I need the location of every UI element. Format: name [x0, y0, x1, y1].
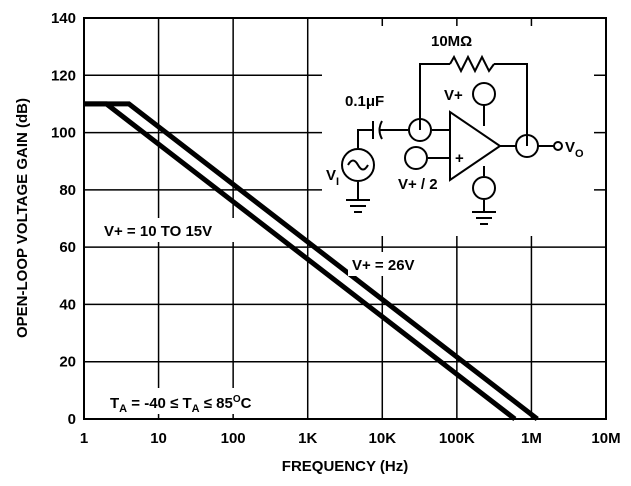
x-tick-label: 100K [439, 430, 475, 447]
plot-frame [83, 17, 607, 420]
x-tick-label: 100 [221, 430, 246, 447]
x-tick-label: 10K [369, 430, 397, 447]
supply-pin [472, 82, 496, 106]
x-tick-label: 1 [80, 430, 88, 447]
op-amp-triangle [449, 110, 502, 182]
signal-source-icon [341, 148, 375, 182]
y-tick-label: 0 [68, 411, 76, 428]
capacitor-label: 0.1μF [345, 93, 384, 110]
y-tick-label: 60 [59, 239, 76, 256]
series-line-2 [84, 101, 539, 421]
annotation-supply-low: V+ = 10 TO 15V [104, 223, 212, 240]
sine-icon [347, 159, 369, 171]
x-tick-label: 1K [298, 430, 317, 447]
test-circuit-inset: - + 10MΩ 0.1μF V+ V+ / 2 VI VO [322, 26, 594, 236]
annotation-bg-high [348, 252, 442, 276]
y-tick-label: 100 [51, 125, 76, 142]
capacitor-icon [372, 120, 383, 140]
x-axis-title: FREQUENCY (Hz) [282, 458, 408, 475]
annotation-supply-high: V+ = 26V [352, 257, 415, 274]
y-tick-label: 140 [51, 10, 76, 27]
data-series [84, 101, 539, 421]
x-tick-label: 1M [521, 430, 542, 447]
output-label: VO [565, 139, 584, 160]
ref-pin [404, 146, 428, 170]
amp-ground-icon [472, 211, 496, 225]
annotation-temperature: TA = -40 ≤ TA ≤ 85OC [110, 394, 252, 415]
output-pin [515, 134, 539, 158]
y-tick-label: 80 [59, 182, 76, 199]
op-amp-minus-sign: - [455, 121, 460, 138]
resistor-label: 10MΩ [431, 33, 472, 50]
op-amp-plus-sign: + [455, 150, 464, 167]
resistor-zigzag [449, 54, 495, 74]
output-terminal [553, 141, 563, 151]
ref-label: V+ / 2 [398, 176, 438, 193]
feedback-wire [419, 63, 528, 146]
y-tick-labels: 0 20 40 60 80 100 120 140 [51, 10, 76, 428]
y-tick-label: 120 [51, 67, 76, 84]
ground-pin [472, 176, 496, 200]
annotation-bg-low [100, 218, 248, 242]
y-tick-label: 20 [59, 354, 76, 371]
annotation-bg-temp [106, 388, 302, 414]
y-tick-label: 40 [59, 296, 76, 313]
x-tick-label: 10 [150, 430, 167, 447]
source-ground-icon [346, 199, 370, 213]
y-axis-title: OPEN-LOOP VOLTAGE GAIN (dB) [14, 98, 31, 338]
x-tick-labels: 1 10 100 1K 10K 100K 1M 10M [80, 430, 621, 447]
x-tick-label: 10M [591, 430, 620, 447]
source-label: VI [326, 167, 339, 188]
input-pin [408, 118, 432, 142]
supply-label: V+ [444, 87, 463, 104]
source-wire [357, 129, 373, 200]
